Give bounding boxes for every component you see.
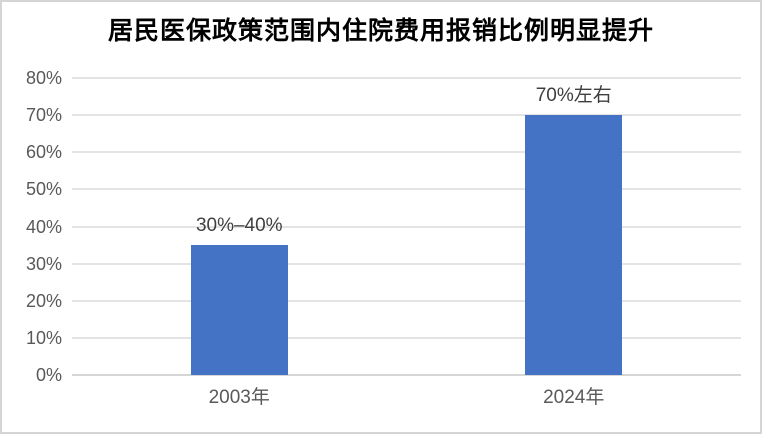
gridline [72, 262, 741, 265]
y-tick-label: 80% [25, 68, 62, 88]
y-tick-label: 30% [25, 253, 62, 274]
gridline [72, 188, 741, 191]
bar-2003年 [190, 245, 288, 375]
chart-title: 居民医保政策范围内住院费用报销比例明显提升 [107, 17, 654, 45]
x-tick-label: 2024年 [543, 387, 605, 408]
bar-data-label: 30%–40% [195, 215, 283, 236]
bar-2024年 [525, 115, 623, 375]
y-tick-label: 0% [35, 365, 62, 385]
gridline [72, 77, 741, 79]
gridline [72, 336, 741, 339]
y-tick-label: 40% [25, 216, 62, 237]
y-tick-label: 70% [25, 105, 62, 126]
x-tick-label: 2003年 [208, 387, 270, 408]
y-tick-label: 10% [25, 327, 62, 348]
y-tick-label: 60% [25, 142, 62, 163]
gridline [72, 114, 741, 117]
x-axis-line [72, 374, 741, 376]
gridline [72, 151, 741, 154]
plot-area [72, 77, 741, 376]
gridline [72, 225, 741, 228]
y-tick-label: 20% [25, 290, 62, 311]
y-tick-label: 50% [25, 179, 62, 200]
gridline [72, 299, 741, 302]
bar-data-label: 70%左右 [535, 85, 612, 106]
